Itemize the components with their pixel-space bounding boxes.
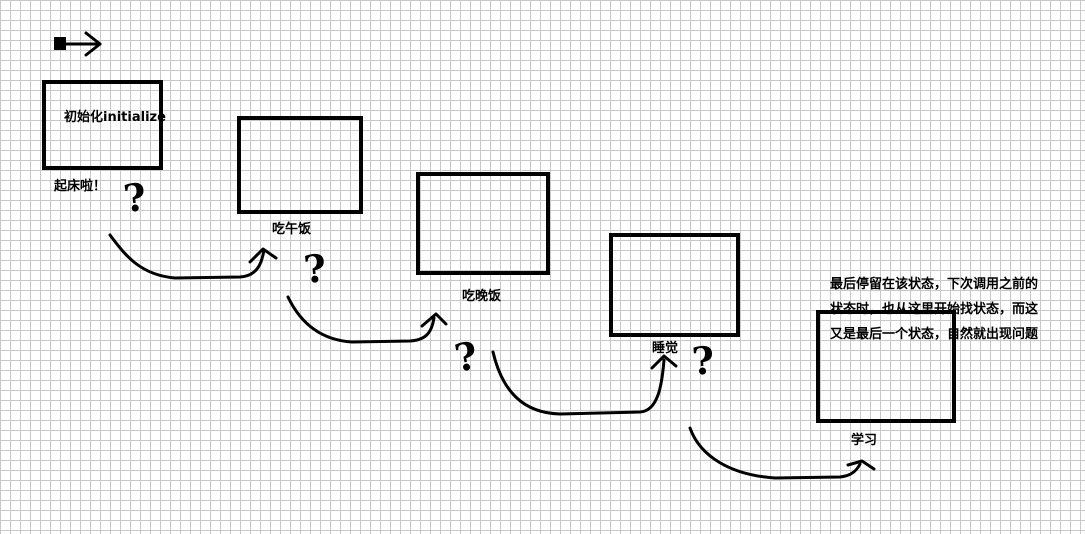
arrow-initial-to-lunch-head	[248, 247, 278, 264]
state-dinner-box	[416, 172, 550, 275]
arrow-lunch-to-dinner	[286, 295, 436, 344]
question-mark-4: ?	[690, 337, 716, 384]
state-lunch-label: 吃午饭	[272, 222, 312, 237]
initial-arrow-head	[84, 31, 102, 57]
question-mark-2: ?	[301, 244, 329, 293]
state-sleep-label: 睡觉	[652, 341, 679, 356]
state-initialize-box	[42, 80, 163, 170]
state-sleep-box	[609, 233, 740, 337]
arrow-lunch-to-dinner-head	[420, 312, 448, 328]
state-study-label: 学习	[851, 433, 878, 448]
explanation-note-line-1: 最后停留在该状态，下次调用之前的	[830, 277, 1039, 292]
explanation-note-line-2: 状态时，也从这里开始找状态，而这	[830, 302, 1039, 317]
state-lunch-box	[237, 116, 363, 214]
arrow-dinner-to-sleep	[491, 350, 666, 416]
arrow-dinner-to-sleep-head	[650, 354, 678, 370]
state-dinner-label: 吃晚饭	[462, 289, 502, 304]
state-initialize-caption: 起床啦！	[54, 179, 107, 194]
initial-marker-icon	[54, 37, 66, 50]
arrow-sleep-to-study	[688, 426, 862, 480]
state-initialize-label: 初始化initialize	[64, 110, 166, 125]
arrow-sleep-to-study-head	[846, 459, 876, 471]
state-study-box	[816, 310, 956, 423]
arrow-initial-to-lunch	[108, 233, 266, 280]
explanation-note: 最后停留在该状态，下次调用之前的 状态时，也从这里开始找状态，而这 又是最后一个…	[830, 272, 1082, 347]
explanation-note-line-3: 又是最后一个状态，自然就出现问题	[830, 327, 1039, 342]
